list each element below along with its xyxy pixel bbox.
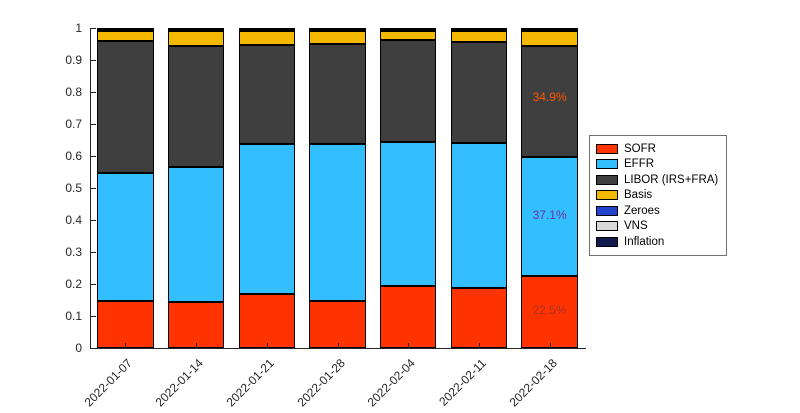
bar-segment-sofr bbox=[450, 287, 508, 348]
bar-segment-sofr bbox=[379, 285, 437, 348]
y-tick-mark bbox=[91, 92, 96, 93]
bar-segment-libor-irs-fra- bbox=[97, 41, 154, 174]
bar-segment-sofr bbox=[167, 301, 225, 348]
bar-segment-effr bbox=[521, 157, 578, 276]
y-tick-mark bbox=[91, 28, 96, 29]
y-tick-mark bbox=[91, 252, 96, 253]
x-tick-label: 2022-02-18 bbox=[506, 356, 560, 410]
y-tick-label: 0.8 bbox=[65, 85, 82, 99]
y-tick-label: 1 bbox=[75, 21, 82, 35]
bar-segment-sofr bbox=[309, 300, 366, 348]
legend-label: LIBOR (IRS+FRA) bbox=[624, 173, 719, 186]
y-tick-label: 0.7 bbox=[65, 117, 82, 131]
bar-segment-effr bbox=[450, 143, 508, 288]
legend-swatch bbox=[596, 205, 618, 216]
bar-segment-basis bbox=[450, 31, 508, 43]
y-tick-mark bbox=[91, 220, 96, 221]
x-tick-label: 2022-01-07 bbox=[81, 356, 136, 410]
bar-segment-libor-irs-fra- bbox=[521, 45, 578, 158]
y-tick-mark bbox=[91, 348, 96, 349]
y-tick-label: 0.6 bbox=[65, 149, 82, 163]
x-tick-mark bbox=[478, 343, 480, 348]
bar-segment-libor-irs-fra- bbox=[167, 46, 225, 168]
y-tick-mark bbox=[91, 284, 96, 285]
x-tick-label: 2022-01-28 bbox=[294, 356, 348, 410]
bar-segment-effr bbox=[309, 144, 366, 301]
legend-swatch bbox=[596, 221, 618, 232]
x-axis-line bbox=[90, 348, 586, 349]
x-tick-mark bbox=[337, 343, 339, 348]
x-tick-mark bbox=[125, 343, 127, 348]
y-tick-mark bbox=[91, 316, 96, 317]
legend-label: Inflation bbox=[624, 235, 665, 248]
bar-segment-inflation bbox=[97, 28, 154, 30]
bar-segment-sofr bbox=[97, 300, 154, 348]
x-tick-label: 2022-01-14 bbox=[152, 356, 206, 410]
y-axis-line bbox=[90, 28, 91, 348]
bar-segment-basis bbox=[521, 31, 578, 46]
bar-segment-libor-irs-fra- bbox=[309, 43, 366, 145]
y-tick-mark bbox=[91, 156, 96, 157]
y-tick-label: 0.2 bbox=[65, 277, 82, 291]
legend-item-vns: VNS bbox=[596, 219, 718, 235]
bar-segment-sofr bbox=[238, 294, 296, 348]
bar-segment-libor-irs-fra- bbox=[450, 42, 508, 144]
legend-item-effr: EFFR bbox=[596, 157, 718, 173]
y-tick-mark bbox=[91, 188, 96, 189]
data-label-annotation: 34.9% bbox=[532, 89, 567, 104]
legend-label: EFFR bbox=[624, 158, 655, 171]
legend-label: VNS bbox=[624, 220, 648, 233]
legend: SOFR EFFR LIBOR (IRS+FRA) Basis Zeroes VNS Inf… bbox=[589, 135, 728, 256]
bar-segment-effr bbox=[97, 173, 154, 301]
legend-item-libor-irs-fra-: LIBOR (IRS+FRA) bbox=[596, 172, 718, 188]
y-tick-label: 0.5 bbox=[65, 181, 82, 195]
bar-segment-basis bbox=[97, 31, 154, 42]
legend-label: SOFR bbox=[624, 142, 656, 155]
legend-label: Zeroes bbox=[624, 204, 660, 217]
legend-swatch bbox=[596, 236, 618, 247]
legend-swatch bbox=[596, 174, 618, 185]
bar-segment-basis bbox=[238, 31, 296, 45]
y-tick-label: 0.4 bbox=[65, 213, 82, 227]
bar-segment-inflation bbox=[521, 28, 578, 30]
x-tick-label: 2022-02-11 bbox=[436, 356, 489, 409]
data-label-annotation: 37.1% bbox=[532, 208, 567, 223]
y-tick-mark bbox=[91, 60, 96, 61]
bar-segment-libor-irs-fra- bbox=[379, 40, 437, 143]
y-tick-label: 0.9 bbox=[65, 53, 82, 67]
legend-swatch bbox=[596, 143, 618, 154]
legend-item-sofr: SOFR bbox=[596, 141, 718, 157]
y-tick-label: 0 bbox=[75, 341, 82, 355]
bar-segment-basis bbox=[379, 31, 437, 41]
bar-segment-inflation bbox=[309, 28, 366, 30]
y-tick-mark bbox=[91, 124, 96, 125]
data-label-annotation: 22.5% bbox=[532, 302, 567, 317]
x-tick-mark bbox=[549, 343, 551, 348]
legend-swatch bbox=[596, 190, 618, 201]
bar-segment-inflation bbox=[450, 28, 508, 30]
bar-segment-libor-irs-fra- bbox=[238, 44, 296, 145]
bar-segment-basis bbox=[309, 31, 366, 44]
bar-segment-inflation bbox=[238, 28, 296, 30]
bar-segment-inflation bbox=[167, 28, 225, 30]
bar-segment-effr bbox=[379, 142, 437, 286]
legend-item-zeroes: Zeroes bbox=[596, 203, 718, 219]
legend-item-basis: Basis bbox=[596, 188, 718, 204]
x-tick-mark bbox=[266, 343, 268, 348]
x-tick-label: 2022-01-21 bbox=[223, 356, 277, 410]
legend-swatch bbox=[596, 159, 618, 170]
x-tick-label: 2022-02-04 bbox=[364, 356, 419, 410]
bar-segment-effr bbox=[238, 144, 296, 295]
y-tick-label: 0.1 bbox=[65, 309, 82, 323]
bar-segment-inflation bbox=[379, 28, 437, 30]
legend-item-inflation: Inflation bbox=[596, 234, 718, 250]
x-tick-mark bbox=[408, 343, 410, 348]
x-tick-mark bbox=[196, 343, 198, 348]
bar-segment-sofr bbox=[521, 276, 578, 348]
legend-label: Basis bbox=[624, 189, 653, 202]
bar-segment-basis bbox=[167, 31, 225, 47]
bar-segment-effr bbox=[167, 167, 225, 302]
y-tick-label: 0.3 bbox=[65, 245, 82, 259]
